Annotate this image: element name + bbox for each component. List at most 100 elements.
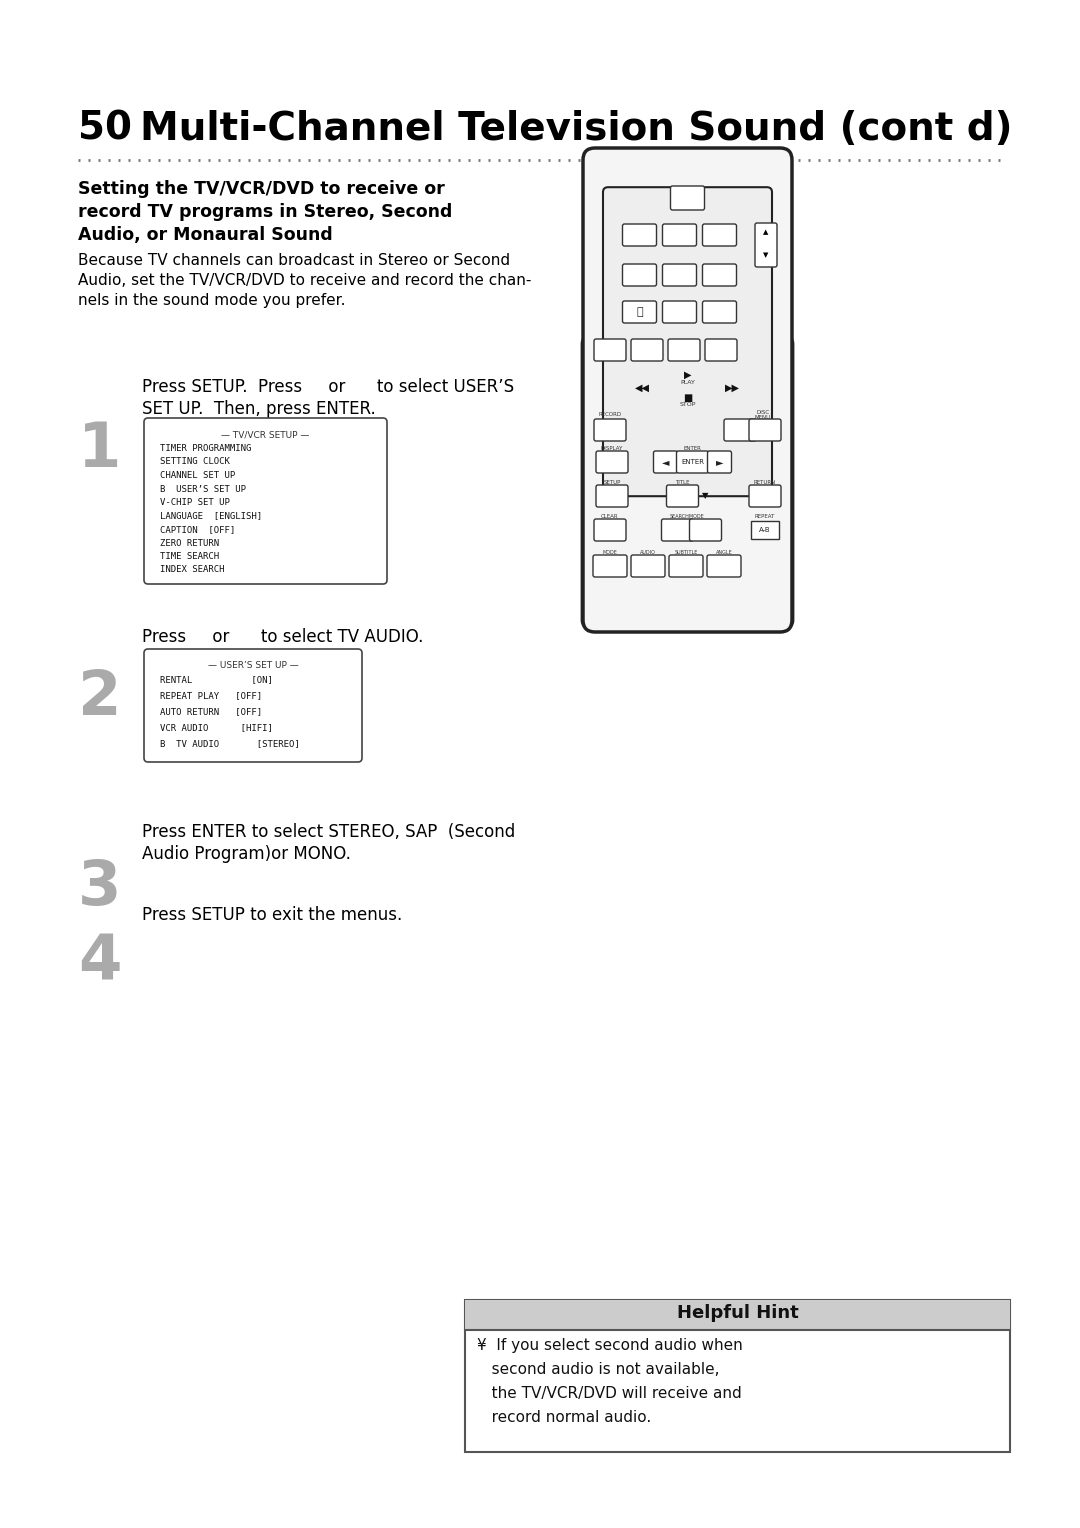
FancyBboxPatch shape — [622, 264, 657, 286]
Text: REPEAT PLAY   [OFF]: REPEAT PLAY [OFF] — [160, 691, 262, 700]
FancyBboxPatch shape — [750, 484, 781, 507]
Text: Because TV channels can broadcast in Stereo or Second: Because TV channels can broadcast in Ste… — [78, 254, 510, 267]
FancyBboxPatch shape — [689, 520, 721, 541]
Text: SUBTITLE: SUBTITLE — [674, 550, 698, 555]
Text: DISPLAY: DISPLAY — [600, 446, 623, 451]
FancyBboxPatch shape — [669, 339, 700, 361]
Text: Press     or      to select TV AUDIO.: Press or to select TV AUDIO. — [141, 628, 423, 646]
Text: ◀◀: ◀◀ — [635, 384, 650, 393]
Text: B  TV AUDIO       [STEREO]: B TV AUDIO [STEREO] — [160, 740, 300, 749]
Text: CLEAR: CLEAR — [602, 513, 619, 518]
Text: LANGUAGE  [ENGLISH]: LANGUAGE [ENGLISH] — [160, 512, 262, 521]
FancyBboxPatch shape — [724, 419, 756, 442]
Bar — [465, 1300, 1010, 1452]
Text: second audio is not available,: second audio is not available, — [477, 1361, 719, 1377]
FancyBboxPatch shape — [144, 419, 387, 584]
Text: ►: ► — [716, 457, 724, 468]
FancyBboxPatch shape — [631, 339, 663, 361]
FancyBboxPatch shape — [622, 301, 657, 322]
FancyBboxPatch shape — [603, 188, 772, 497]
Text: DISC
MENU: DISC MENU — [755, 410, 771, 420]
Text: RETURN: RETURN — [754, 480, 777, 484]
Text: the TV/VCR/DVD will receive and: the TV/VCR/DVD will receive and — [477, 1386, 742, 1401]
FancyBboxPatch shape — [702, 225, 737, 246]
FancyBboxPatch shape — [631, 555, 665, 578]
Text: A-B: A-B — [759, 527, 771, 533]
Text: ▼: ▼ — [764, 252, 769, 258]
Text: SET UP.  Then, press ENTER.: SET UP. Then, press ENTER. — [141, 400, 376, 419]
FancyBboxPatch shape — [662, 301, 697, 322]
Text: Audio, set the TV/VCR/DVD to receive and record the chan-: Audio, set the TV/VCR/DVD to receive and… — [78, 274, 531, 287]
Text: AUDIO: AUDIO — [640, 550, 656, 555]
FancyBboxPatch shape — [582, 336, 793, 628]
Text: REPEAT: REPEAT — [755, 513, 775, 518]
FancyBboxPatch shape — [594, 419, 626, 442]
Text: STOP: STOP — [679, 402, 696, 408]
Text: — USER’S SET UP —: — USER’S SET UP — — [207, 662, 298, 669]
FancyBboxPatch shape — [676, 451, 708, 474]
Text: 2: 2 — [78, 668, 121, 727]
Text: ENTER: ENTER — [681, 458, 704, 465]
Text: PLAY: PLAY — [680, 379, 694, 385]
Text: Setting the TV/VCR/DVD to receive or: Setting the TV/VCR/DVD to receive or — [78, 180, 445, 199]
Text: TIMER PROGRAMMING: TIMER PROGRAMMING — [160, 445, 252, 452]
Text: Audio Program)or MONO.: Audio Program)or MONO. — [141, 845, 351, 863]
Text: TITLE: TITLE — [675, 480, 690, 484]
Text: ANGLE: ANGLE — [716, 550, 732, 555]
Text: TIME SEARCH: TIME SEARCH — [160, 552, 219, 561]
Text: Press SETUP to exit the menus.: Press SETUP to exit the menus. — [141, 906, 402, 924]
Text: SEARCHMODE: SEARCHMODE — [670, 513, 705, 518]
Text: ¥  If you select second audio when: ¥ If you select second audio when — [477, 1339, 743, 1352]
Text: ▲: ▲ — [764, 229, 769, 235]
Text: Press ENTER to select STEREO, SAP  (Second: Press ENTER to select STEREO, SAP (Secon… — [141, 824, 515, 840]
Text: nels in the sound mode you prefer.: nels in the sound mode you prefer. — [78, 293, 346, 309]
Text: MODE: MODE — [603, 550, 618, 555]
FancyBboxPatch shape — [593, 555, 627, 578]
Text: CAPTION  [OFF]: CAPTION [OFF] — [160, 526, 235, 533]
FancyBboxPatch shape — [622, 225, 657, 246]
Text: ZERO RETURN: ZERO RETURN — [160, 538, 219, 547]
Text: RECORD: RECORD — [598, 413, 622, 417]
Text: AUTO RETURN   [OFF]: AUTO RETURN [OFF] — [160, 707, 262, 717]
Text: record normal audio.: record normal audio. — [477, 1410, 651, 1426]
Text: ▶: ▶ — [684, 370, 691, 380]
Text: Press SETUP.  Press     or      to select USER’S: Press SETUP. Press or to select USER’S — [141, 377, 514, 396]
Text: ⏸: ⏸ — [636, 307, 643, 316]
FancyBboxPatch shape — [666, 484, 699, 507]
Text: — TV/VCR SETUP —: — TV/VCR SETUP — — [221, 429, 310, 439]
Text: Helpful Hint: Helpful Hint — [677, 1303, 798, 1322]
Text: ENTER: ENTER — [684, 446, 701, 451]
Text: SETTING CLOCK: SETTING CLOCK — [160, 457, 230, 466]
FancyBboxPatch shape — [661, 520, 693, 541]
Text: RENTAL           [ON]: RENTAL [ON] — [160, 675, 273, 685]
FancyBboxPatch shape — [702, 301, 737, 322]
FancyBboxPatch shape — [705, 339, 737, 361]
FancyBboxPatch shape — [144, 649, 362, 762]
Text: Audio, or Monaural Sound: Audio, or Monaural Sound — [78, 226, 333, 244]
FancyBboxPatch shape — [662, 264, 697, 286]
FancyBboxPatch shape — [671, 186, 704, 209]
FancyBboxPatch shape — [596, 484, 627, 507]
FancyBboxPatch shape — [707, 555, 741, 578]
FancyBboxPatch shape — [594, 520, 626, 541]
FancyBboxPatch shape — [707, 451, 731, 474]
Text: ▼: ▼ — [702, 492, 708, 501]
FancyBboxPatch shape — [702, 264, 737, 286]
Text: 1: 1 — [78, 420, 121, 480]
Text: INDEX SEARCH: INDEX SEARCH — [160, 565, 225, 575]
Bar — [465, 1300, 1010, 1329]
Text: ▶▶: ▶▶ — [725, 384, 740, 393]
Text: ■: ■ — [683, 393, 692, 403]
Text: record TV programs in Stereo, Second: record TV programs in Stereo, Second — [78, 203, 453, 222]
Text: 50: 50 — [78, 110, 132, 148]
Text: 4: 4 — [78, 934, 121, 993]
Text: ◄: ◄ — [662, 457, 670, 468]
FancyBboxPatch shape — [596, 451, 627, 474]
Text: SETUP: SETUP — [604, 480, 621, 484]
FancyBboxPatch shape — [594, 339, 626, 361]
FancyBboxPatch shape — [583, 148, 792, 633]
FancyBboxPatch shape — [662, 225, 697, 246]
Bar — [751, 521, 779, 539]
Text: CHANNEL SET UP: CHANNEL SET UP — [160, 471, 235, 480]
FancyBboxPatch shape — [750, 419, 781, 442]
